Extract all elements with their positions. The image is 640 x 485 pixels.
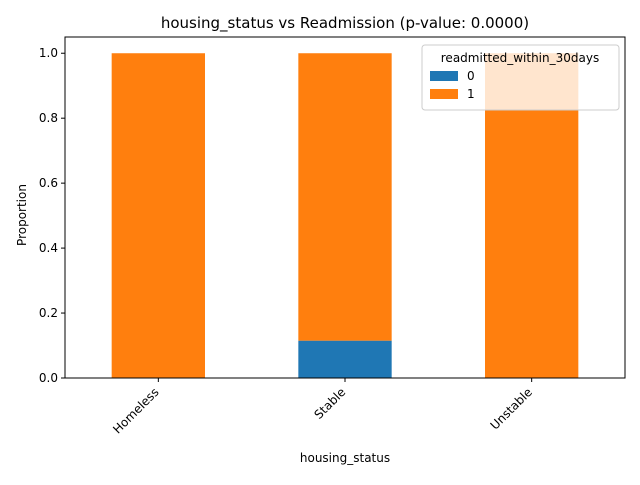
y-tick-label: 0.0 (39, 371, 58, 385)
chart-title: housing_status vs Readmission (p-value: … (161, 14, 529, 33)
legend-swatch-1 (430, 89, 458, 99)
y-tick-label: 0.4 (39, 241, 58, 255)
legend-swatch-0 (430, 71, 458, 81)
bar-homeless-series-1 (111, 53, 205, 378)
legend-title: readmitted_within_30days (441, 51, 599, 65)
legend: readmitted_within_30days 01 (421, 44, 620, 111)
y-tick-label: 0.2 (39, 306, 58, 320)
bar-stable-series-1 (298, 53, 392, 341)
legend-label-1: 1 (467, 87, 475, 101)
x-tick-label: Stable (312, 385, 349, 422)
y-axis-label: Proportion (15, 184, 29, 246)
y-tick-label: 0.6 (39, 176, 58, 190)
x-axis-label: housing_status (300, 451, 390, 465)
bar-stable-series-0 (298, 340, 392, 378)
y-tick-label: 1.0 (39, 46, 58, 60)
legend-label-0: 0 (467, 69, 475, 83)
x-tick-label: Homeless (110, 385, 161, 436)
x-tick-label: Unstable (488, 385, 535, 432)
y-tick-label: 0.8 (39, 111, 58, 125)
legend-frame (421, 44, 620, 111)
legend-entries: 01 (430, 69, 475, 101)
